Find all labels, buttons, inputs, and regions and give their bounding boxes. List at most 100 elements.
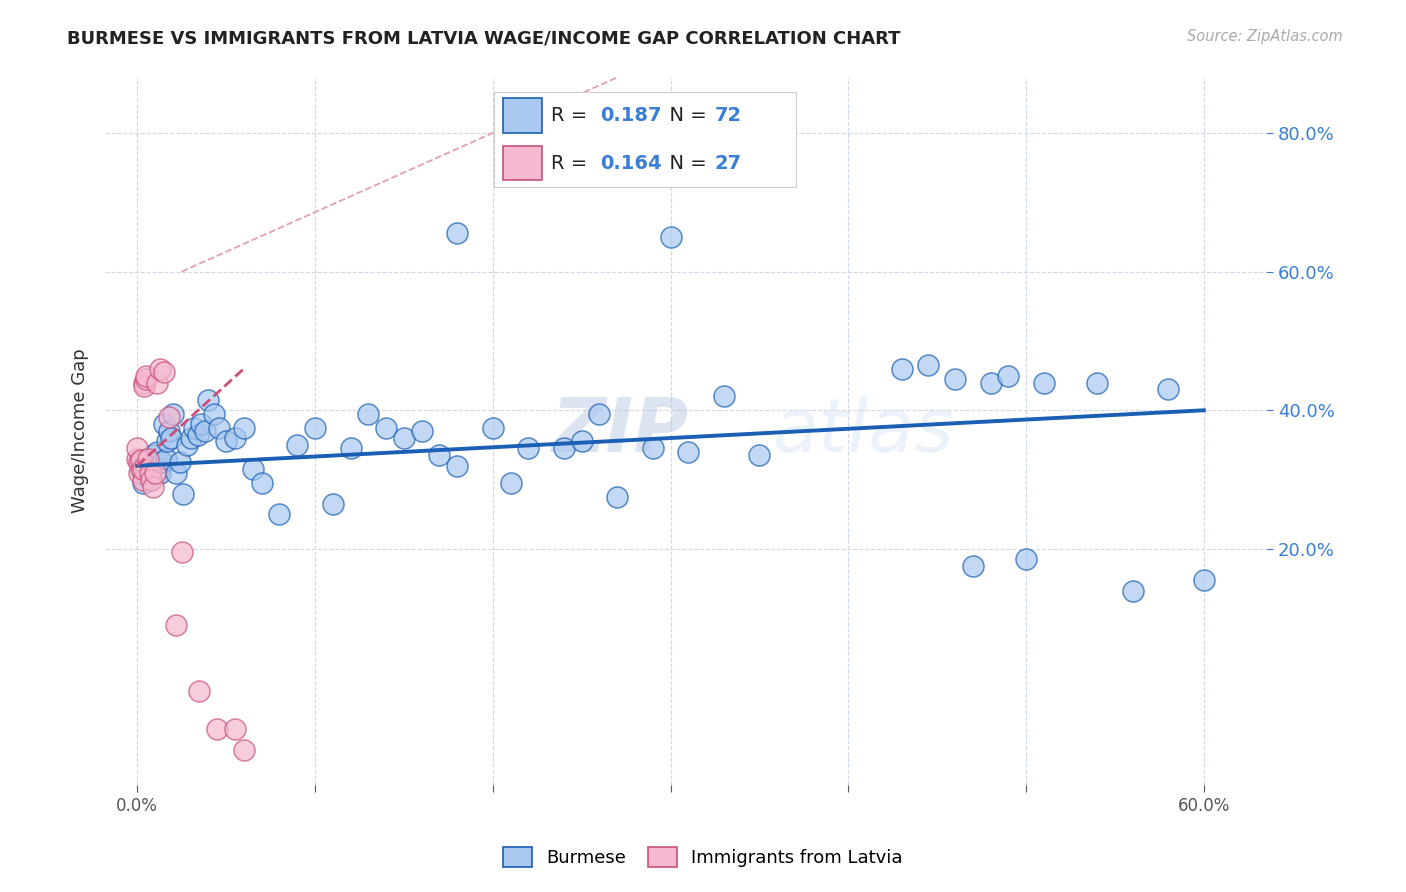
Point	[481, 420, 503, 434]
Point	[1032, 376, 1054, 390]
Point	[232, 420, 254, 434]
Point	[232, 743, 254, 757]
Point	[188, 684, 211, 698]
Point	[269, 508, 291, 522]
Point	[142, 449, 165, 463]
Point	[242, 462, 264, 476]
Point	[131, 473, 153, 487]
Point	[141, 473, 163, 487]
Point	[149, 466, 172, 480]
Point	[131, 462, 153, 476]
Point	[339, 442, 361, 456]
Point	[411, 424, 433, 438]
Point	[128, 466, 150, 480]
Point	[641, 442, 664, 456]
Point	[141, 473, 163, 487]
Point	[153, 365, 176, 379]
Point	[1015, 552, 1038, 566]
Point	[190, 417, 212, 432]
Point	[138, 458, 160, 473]
Point	[153, 417, 176, 432]
Point	[176, 438, 198, 452]
Point	[157, 424, 180, 438]
Point	[250, 476, 273, 491]
Point	[148, 462, 170, 476]
Point	[143, 455, 166, 469]
Point	[678, 445, 700, 459]
Point	[157, 410, 180, 425]
Point	[357, 407, 380, 421]
Point	[606, 490, 628, 504]
Point	[1157, 383, 1180, 397]
Point	[917, 358, 939, 372]
Point	[304, 420, 326, 434]
Text: BURMESE VS IMMIGRANTS FROM LATVIA WAGE/INCOME GAP CORRELATION CHART: BURMESE VS IMMIGRANTS FROM LATVIA WAGE/I…	[67, 29, 901, 47]
Point	[187, 427, 209, 442]
Point	[446, 227, 468, 241]
Point	[980, 376, 1002, 390]
Text: atlas: atlas	[773, 395, 955, 467]
Point	[127, 451, 149, 466]
Point	[713, 389, 735, 403]
Point	[134, 379, 156, 393]
Text: Source: ZipAtlas.com: Source: ZipAtlas.com	[1187, 29, 1343, 45]
Point	[997, 368, 1019, 383]
Point	[165, 466, 187, 480]
Point	[748, 449, 770, 463]
Point	[142, 479, 165, 493]
Legend: Burmese, Immigrants from Latvia: Burmese, Immigrants from Latvia	[496, 839, 910, 874]
Point	[134, 466, 156, 480]
Point	[134, 376, 156, 390]
Point	[1122, 583, 1144, 598]
Point	[285, 438, 308, 452]
Point	[143, 466, 166, 480]
Point	[322, 497, 344, 511]
Point	[588, 407, 610, 421]
Point	[553, 442, 575, 456]
Point	[208, 420, 231, 434]
Point	[215, 434, 238, 449]
Point	[136, 451, 159, 466]
Point	[571, 434, 593, 449]
Point	[205, 723, 228, 737]
Point	[138, 466, 160, 480]
Point	[890, 361, 912, 376]
Point	[1192, 573, 1215, 587]
Point	[135, 368, 157, 383]
Point	[145, 445, 167, 459]
Point	[135, 451, 157, 466]
Point	[128, 455, 150, 469]
Point	[943, 372, 966, 386]
Point	[197, 392, 219, 407]
Point	[129, 462, 152, 476]
Point	[156, 434, 179, 449]
Y-axis label: Wage/Income Gap: Wage/Income Gap	[72, 349, 89, 514]
Point	[659, 230, 682, 244]
Point	[129, 453, 152, 467]
Point	[170, 545, 193, 559]
Point	[150, 455, 173, 469]
Point	[169, 455, 191, 469]
Point	[224, 431, 246, 445]
Text: ZIP: ZIP	[553, 394, 689, 467]
Point	[429, 449, 451, 463]
Point	[145, 376, 167, 390]
Point	[149, 361, 172, 376]
Point	[392, 431, 415, 445]
Point	[135, 372, 157, 386]
Point	[129, 458, 152, 473]
Point	[499, 476, 522, 491]
Point	[517, 442, 540, 456]
Point	[127, 442, 149, 456]
Point	[202, 407, 225, 421]
Point	[131, 476, 153, 491]
Point	[224, 723, 246, 737]
Point	[194, 424, 217, 438]
Point	[160, 431, 183, 445]
Point	[1085, 376, 1108, 390]
Point	[375, 420, 398, 434]
Point	[165, 618, 187, 632]
Point	[446, 458, 468, 473]
Point	[162, 407, 184, 421]
Point	[962, 559, 984, 574]
